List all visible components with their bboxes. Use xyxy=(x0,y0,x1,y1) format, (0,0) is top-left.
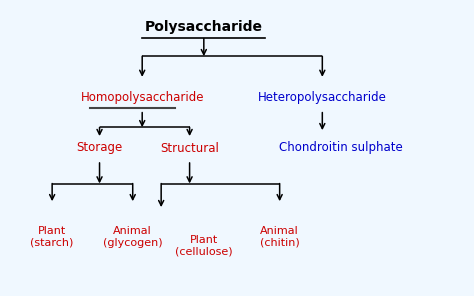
Text: Structural: Structural xyxy=(160,141,219,155)
Text: Plant
(starch): Plant (starch) xyxy=(30,226,74,247)
Text: Homopolysaccharide: Homopolysaccharide xyxy=(81,91,204,104)
Text: Plant
(cellulose): Plant (cellulose) xyxy=(175,235,233,256)
Text: Polysaccharide: Polysaccharide xyxy=(145,20,263,34)
Text: Chondroitin sulphate: Chondroitin sulphate xyxy=(279,141,403,155)
Text: Animal
(glycogen): Animal (glycogen) xyxy=(103,226,163,247)
Text: Storage: Storage xyxy=(76,141,123,155)
Text: Heteropolysaccharide: Heteropolysaccharide xyxy=(258,91,387,104)
Text: Animal
(chitin): Animal (chitin) xyxy=(260,226,300,247)
